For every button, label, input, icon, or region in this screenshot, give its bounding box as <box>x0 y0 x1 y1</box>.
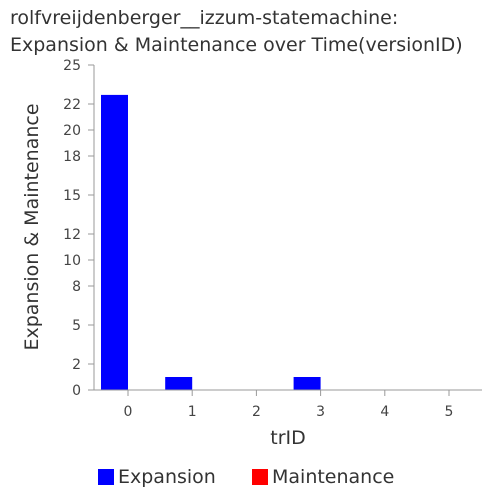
y-tick-label: 2 <box>72 357 81 373</box>
x-tick-label: 1 <box>188 404 197 420</box>
x-tick-label: 4 <box>380 404 389 420</box>
x-tick-label: 2 <box>252 404 261 420</box>
x-tick-label: 0 <box>124 404 133 420</box>
x-axis-label: trID <box>270 427 306 449</box>
y-tick-label: 20 <box>63 123 81 139</box>
y-tick-label: 10 <box>63 253 81 269</box>
legend-item-maintenance: Maintenance <box>252 464 394 490</box>
chart-title: rolfvreijdenberger__izzum-statemachine: … <box>10 5 495 59</box>
legend-label-maintenance: Maintenance <box>272 466 395 488</box>
legend-label-expansion: Expansion <box>118 466 216 488</box>
chart-title-line-1: rolfvreijdenberger__izzum-statemachine: <box>10 7 399 29</box>
legend-item-expansion: Expansion <box>98 464 216 490</box>
y-tick-label: 5 <box>72 318 81 334</box>
y-tick-label: 22 <box>63 97 81 113</box>
y-tick-label: 25 <box>63 58 81 74</box>
bar-expansion-1 <box>165 377 193 390</box>
bars <box>101 94 321 391</box>
legend: Expansion Maintenance <box>0 464 500 490</box>
y-tick-label: 15 <box>63 188 81 204</box>
legend-swatch-maintenance <box>252 469 268 485</box>
chart-title-line-2: Expansion & Maintenance over Time(versio… <box>10 34 463 56</box>
bar-expansion-3 <box>293 377 321 390</box>
y-tick-label: 8 <box>72 279 81 295</box>
y-tick-label: 18 <box>63 149 81 165</box>
y-tick-label: 12 <box>63 227 81 243</box>
y-tick-label: 0 <box>72 383 81 399</box>
x-tick-label: 5 <box>445 404 454 420</box>
x-axis-ticks: 0 1 2 3 4 5 <box>124 390 454 420</box>
bar-expansion-0 <box>101 94 128 391</box>
x-tick-label: 3 <box>316 404 325 420</box>
y-axis-label: Expansion & Maintenance <box>21 103 43 350</box>
legend-swatch-expansion <box>98 469 114 485</box>
